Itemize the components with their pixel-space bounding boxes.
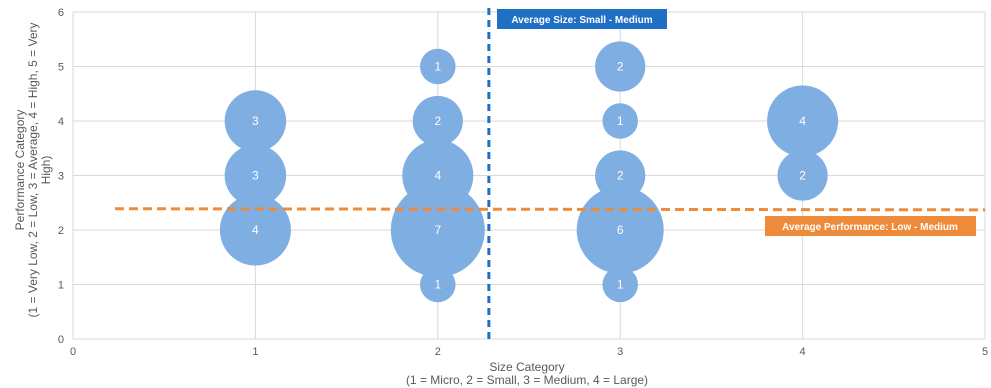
y-tick-label: 5 xyxy=(58,62,64,74)
bubble xyxy=(390,183,485,277)
bubble xyxy=(595,41,646,92)
bubble xyxy=(602,103,638,139)
avg-performance-annotation: Average Performance: Low - Medium xyxy=(765,216,976,236)
bubble-label: 2 xyxy=(617,169,624,183)
bubble xyxy=(602,266,638,303)
avg-size-label: Average Size: Small - Medium xyxy=(511,15,652,26)
bubble-label: 1 xyxy=(434,60,441,74)
bubble-label: 3 xyxy=(252,114,259,128)
x-tick-label: 2 xyxy=(435,346,441,358)
avg-performance-line xyxy=(114,207,986,212)
bubble xyxy=(224,90,287,152)
avg-size-annotation: Average Size: Small - Medium xyxy=(497,9,667,29)
x-axis-subtitle: (1 = Micro, 2 = Small, 3 = Medium, 4 = L… xyxy=(406,373,648,387)
bubble-label: 4 xyxy=(434,169,441,183)
bubbles: 3 3 4 1 2 4 7 1 2 1 2 6 1 4 2 xyxy=(219,41,839,303)
bubble-label: 3 xyxy=(252,169,259,183)
bubble-label: 4 xyxy=(799,114,806,128)
avg-performance-label-box xyxy=(765,216,976,236)
x-tick-label: 1 xyxy=(252,346,258,358)
bubble-label: 1 xyxy=(617,114,624,128)
avg-performance-label: Average Performance: Low - Medium xyxy=(782,222,958,233)
x-tick-label: 0 xyxy=(70,346,76,358)
bubble-label: 2 xyxy=(434,114,441,128)
bubble-label: 2 xyxy=(799,169,806,183)
avg-size-label-box xyxy=(497,9,667,29)
y-tick-label: 6 xyxy=(58,7,64,19)
bubble-label: 1 xyxy=(434,278,441,292)
y-tick-label: 0 xyxy=(58,334,64,346)
bubble xyxy=(224,144,287,207)
y-tick-label: 3 xyxy=(58,171,64,183)
bubble xyxy=(420,48,456,85)
y-axis-title: Performance Category xyxy=(13,110,27,231)
bubble xyxy=(219,194,291,266)
bubble xyxy=(767,85,839,157)
bubble xyxy=(412,95,463,147)
y-axis-subtitle: (1 = Very Low, 2 = Low, 3 = Average, 4 =… xyxy=(26,23,40,318)
bubble-label: 4 xyxy=(252,223,259,237)
bubble xyxy=(595,150,646,201)
y-tick-label: 4 xyxy=(58,116,64,128)
bubble-label: 2 xyxy=(617,60,624,74)
y-axis-title-group: Performance Category (1 = Very Low, 2 = … xyxy=(13,23,53,318)
x-axis-title: Size Category xyxy=(489,360,564,374)
bubble-label: 1 xyxy=(617,278,624,292)
x-tick-label: 4 xyxy=(800,346,806,358)
x-tick-label: 5 xyxy=(982,346,988,358)
bubble-label: 7 xyxy=(434,223,441,237)
y-tick-label: 2 xyxy=(58,225,64,237)
y-axis-subtitle-cont: High) xyxy=(39,156,53,185)
bubble-label: 6 xyxy=(617,223,624,237)
x-tick-label: 3 xyxy=(617,346,623,358)
grid-lines xyxy=(72,11,986,340)
bubble xyxy=(777,150,828,201)
bubble xyxy=(420,266,456,303)
tick-labels: 0 1 2 3 4 5 6 0 1 2 3 4 5 xyxy=(58,7,988,358)
y-tick-label: 1 xyxy=(58,280,64,292)
average-lines xyxy=(114,8,986,339)
